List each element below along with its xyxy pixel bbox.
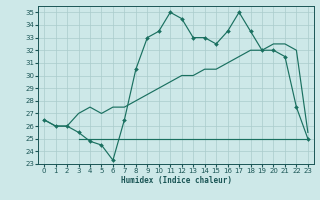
X-axis label: Humidex (Indice chaleur): Humidex (Indice chaleur) <box>121 176 231 185</box>
